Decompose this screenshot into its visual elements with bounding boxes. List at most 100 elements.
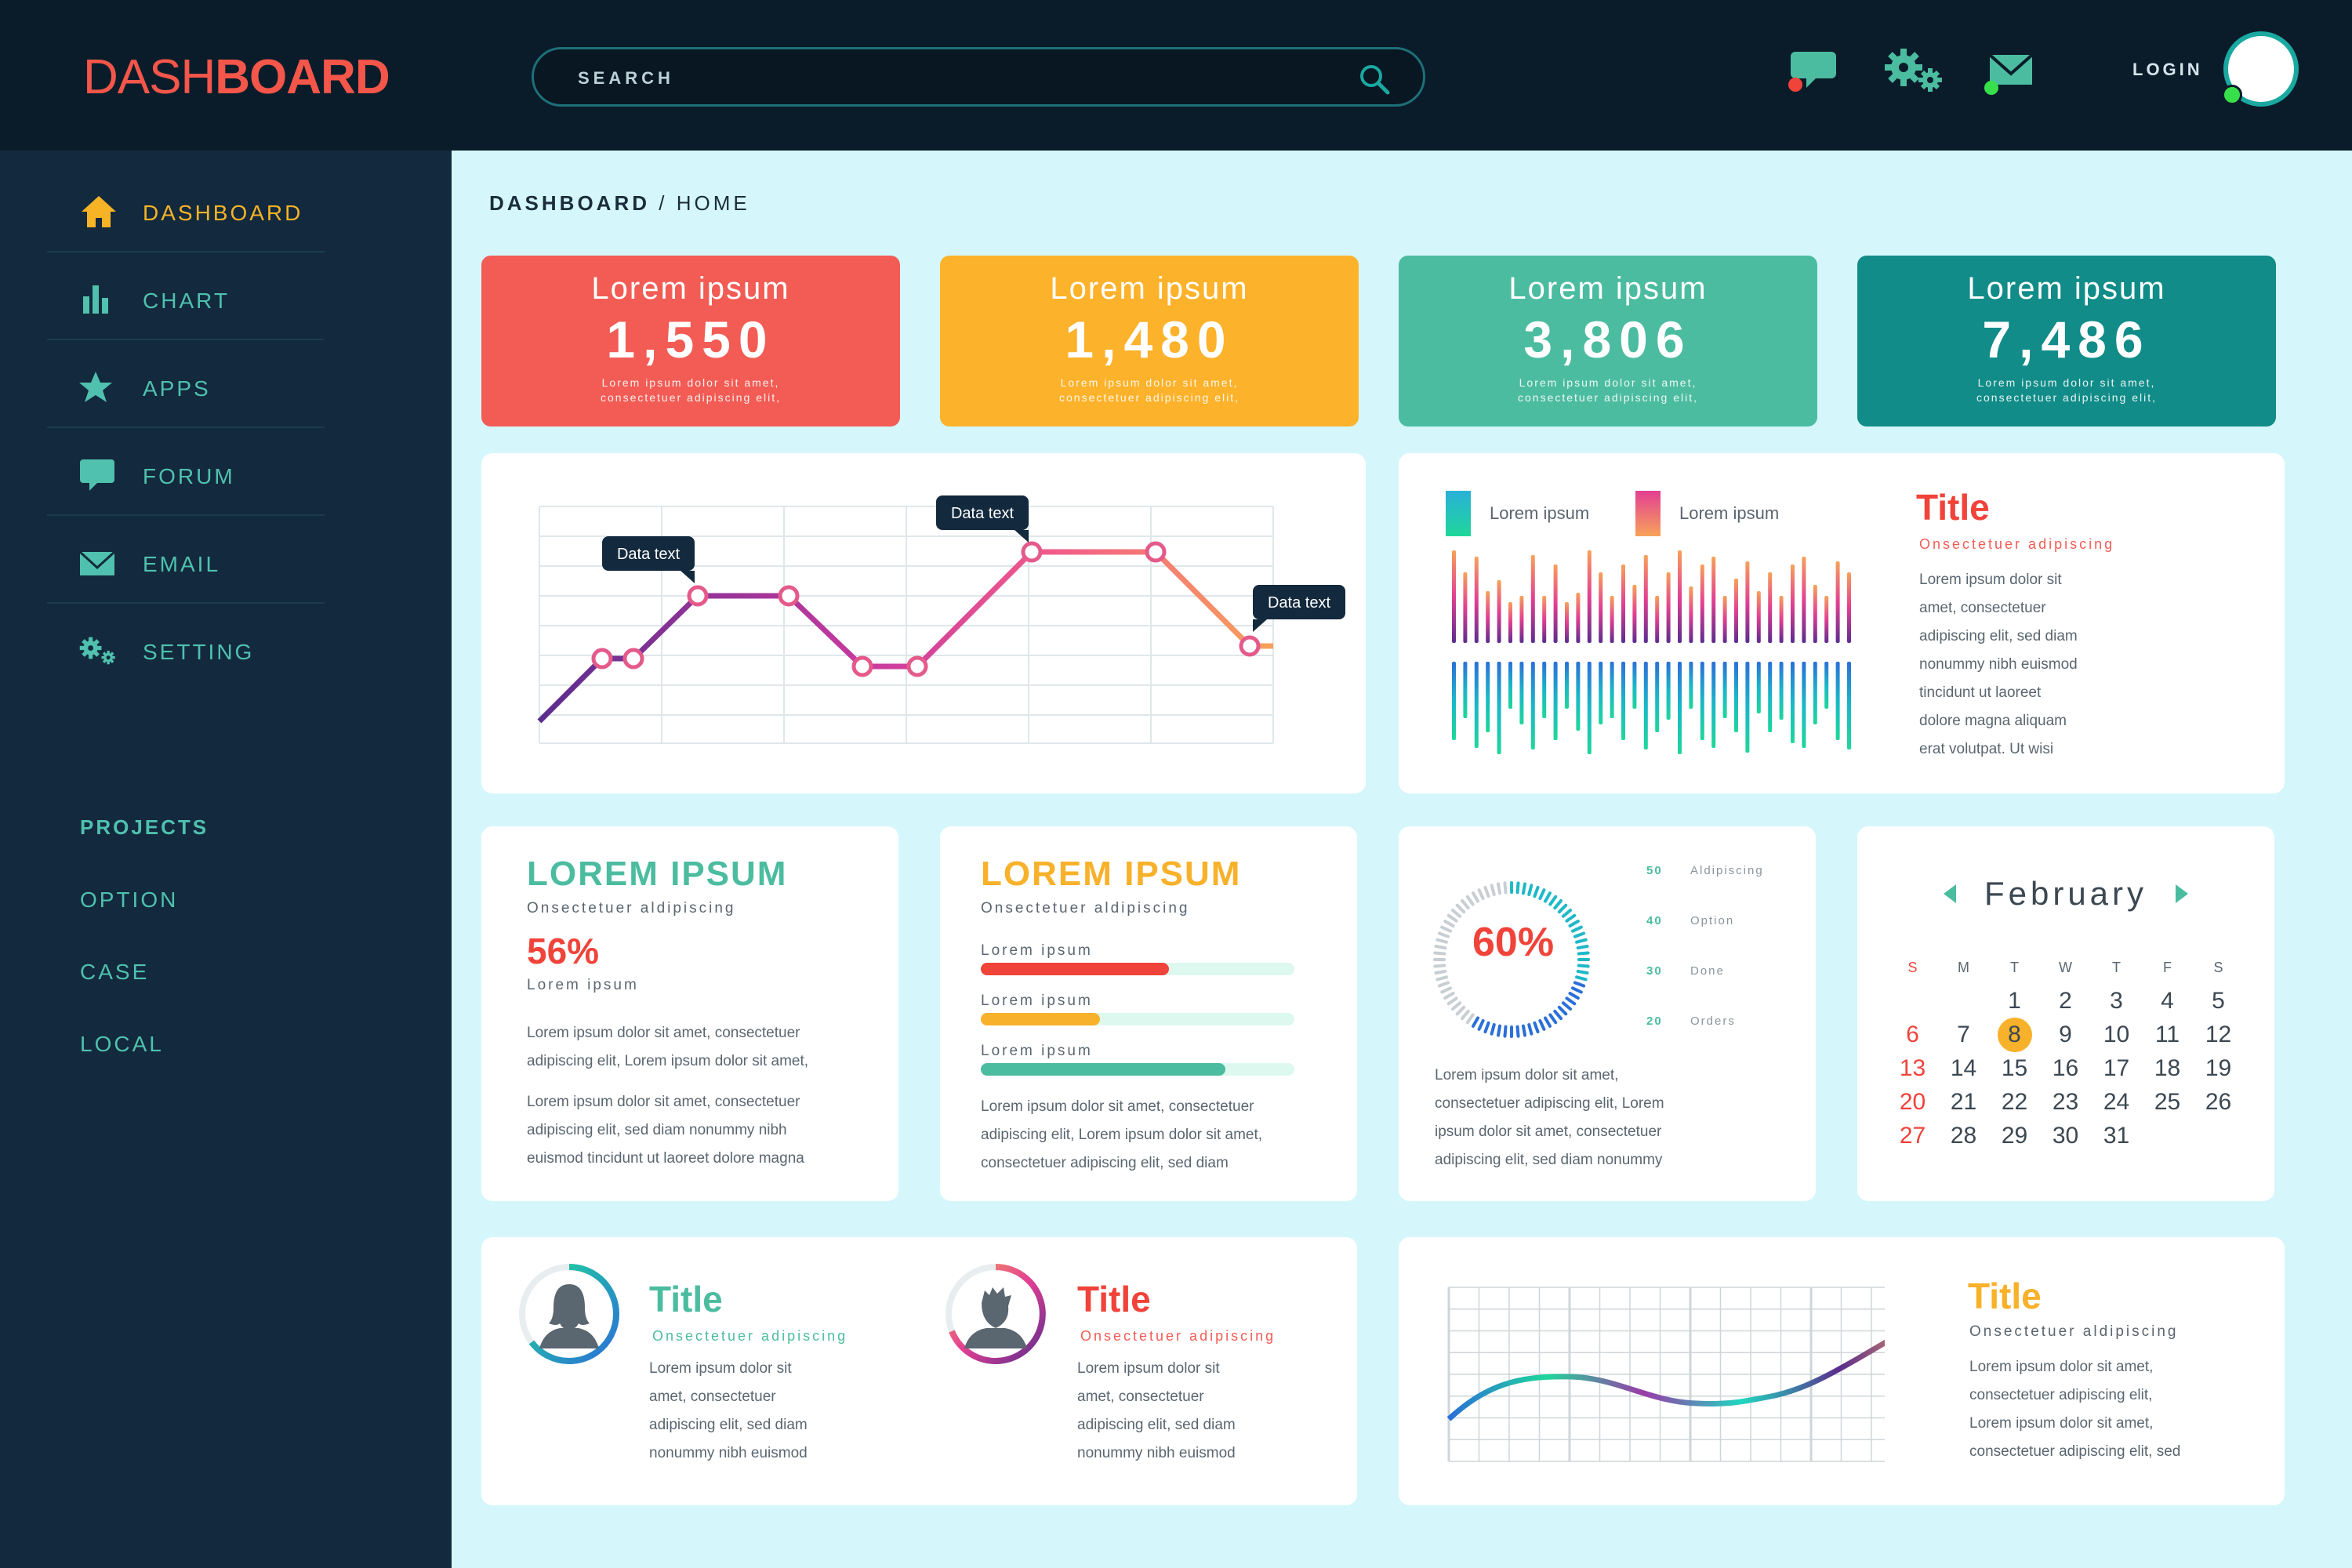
- text-spacer: [527, 1076, 872, 1088]
- stat-title: Lorem ipsum: [1967, 271, 2166, 306]
- gauge-tick: [1461, 1009, 1470, 1021]
- calendar-day[interactable]: 24: [2103, 1089, 2130, 1115]
- calendar-day[interactable]: 9: [2059, 1022, 2072, 1047]
- gauge-tick: [1557, 903, 1568, 914]
- gauge-tick: [1455, 1005, 1466, 1016]
- calendar-day[interactable]: 5: [2212, 988, 2225, 1014]
- calendar-day[interactable]: 12: [2205, 1022, 2232, 1047]
- calendar-day[interactable]: 30: [2052, 1123, 2079, 1149]
- calendar-day[interactable]: 31: [2103, 1123, 2130, 1149]
- search-input[interactable]: SEARCH: [532, 47, 1425, 107]
- wave-bar-top: [1700, 564, 1704, 643]
- calendar-day[interactable]: 17: [2103, 1055, 2130, 1081]
- calendar-day[interactable]: 2: [2059, 988, 2072, 1014]
- wave-bar-top: [1745, 561, 1750, 643]
- data-point[interactable]: [906, 655, 928, 677]
- text-line: consectetuer adipiscing elit,: [1969, 1387, 2153, 1403]
- breadcrumb-root[interactable]: DASHBOARD: [489, 191, 650, 215]
- wave-bar-bottom: [1722, 662, 1727, 718]
- calendar-day[interactable]: 16: [2052, 1055, 2079, 1081]
- calendar-day[interactable]: 28: [1950, 1123, 1977, 1149]
- calendar-day-selected[interactable]: 8: [1989, 1017, 2040, 1052]
- data-point[interactable]: [851, 655, 873, 677]
- calendar-day[interactable]: 3: [2110, 988, 2123, 1014]
- wave-bar-top: [1587, 550, 1592, 643]
- stat-card-3[interactable]: Lorem ipsum 3,806 Lorem ipsum dolor sit …: [1399, 256, 1817, 426]
- wave-bar-top: [1802, 557, 1806, 643]
- wave-bar-bottom: [1768, 662, 1773, 732]
- calendar-day[interactable]: 22: [2001, 1089, 2028, 1115]
- sidebar-item-chart[interactable]: CHART: [47, 252, 325, 340]
- calendar-day[interactable]: 4: [2161, 988, 2174, 1014]
- calendar-day[interactable]: 20: [1899, 1089, 1926, 1115]
- gauge-tick: [1436, 938, 1448, 944]
- calendar-day[interactable]: 13: [1899, 1055, 1926, 1081]
- project-local[interactable]: LOCAL: [80, 1032, 164, 1056]
- calendar-day[interactable]: 18: [2154, 1055, 2181, 1081]
- chat-notification-icon[interactable]: [1784, 44, 1839, 99]
- weekday-label: T: [2112, 960, 2121, 975]
- gauge-tick: [1483, 885, 1490, 898]
- data-point[interactable]: [687, 585, 709, 607]
- text-line: Lorem ipsum dolor sit: [649, 1360, 792, 1377]
- legend-swatch-2: [1635, 491, 1661, 536]
- project-case[interactable]: CASE: [80, 960, 150, 984]
- calendar-day[interactable]: 11: [2154, 1022, 2180, 1047]
- next-month-icon[interactable]: [2172, 883, 2191, 905]
- wave-bar-top: [1542, 596, 1547, 643]
- calendar-day[interactable]: 6: [1906, 1022, 1919, 1047]
- calendar-day[interactable]: 1: [2008, 988, 2021, 1014]
- calendar-day[interactable]: 19: [2205, 1055, 2232, 1081]
- login-link[interactable]: LOGIN: [2132, 60, 2203, 79]
- stat-card-4[interactable]: Lorem ipsum 7,486 Lorem ipsum dolor sit …: [1857, 256, 2276, 426]
- stat-card-1[interactable]: Lorem ipsum 1,550 Lorem ipsum dolor sit …: [481, 256, 900, 426]
- data-point[interactable]: [622, 648, 644, 670]
- text-line: nonummy nibh euismod: [649, 1445, 808, 1461]
- calendar-day[interactable]: 14: [1950, 1055, 1977, 1081]
- project-option[interactable]: OPTION: [80, 887, 179, 912]
- app-logo[interactable]: DASHBOARD: [83, 53, 390, 102]
- bar-chart-icon: [83, 285, 108, 314]
- mail-notification-icon[interactable]: [1980, 44, 2035, 99]
- calendar-day[interactable]: 21: [1950, 1089, 1977, 1115]
- progress-card-title: LOREM IPSUM: [981, 855, 1242, 893]
- stat-value: 1,480: [1065, 310, 1234, 368]
- calendar-day[interactable]: 15: [2001, 1055, 2028, 1081]
- settings-gears-icon[interactable]: [1880, 44, 1946, 99]
- gauge-tick: [1490, 884, 1496, 896]
- calendar-day[interactable]: 25: [2154, 1089, 2181, 1115]
- stat-card-2[interactable]: Lorem ipsum 1,480 Lorem ipsum dolor sit …: [940, 256, 1359, 426]
- curve-grid: [1447, 1287, 1885, 1462]
- legend-num: 40: [1646, 914, 1663, 927]
- gauge-tick: [1515, 881, 1520, 895]
- calendar-day[interactable]: 26: [2205, 1089, 2232, 1115]
- data-point[interactable]: [778, 585, 800, 607]
- search-icon[interactable]: [1357, 62, 1392, 96]
- calendar-day[interactable]: 10: [2103, 1022, 2130, 1047]
- sidebar-item-email[interactable]: EMAIL: [47, 516, 325, 604]
- sidebar-item-setting[interactable]: SETTING: [47, 604, 325, 691]
- wave-bar-top: [1599, 572, 1603, 643]
- calendar-day[interactable]: 27: [1899, 1123, 1926, 1149]
- gauge-tick: [1568, 992, 1580, 1000]
- prev-month-icon[interactable]: [1940, 883, 1959, 905]
- progress-fill: [981, 963, 1169, 975]
- wave-bar-bottom: [1452, 662, 1456, 740]
- legend-label: Option: [1690, 914, 1735, 927]
- sidebar-item-apps[interactable]: APPS: [47, 340, 325, 428]
- text-line: nonummy nibh euismod: [1077, 1445, 1236, 1461]
- calendar-day[interactable]: 7: [1957, 1022, 1970, 1047]
- gauge-tick: [1553, 1009, 1563, 1021]
- data-point[interactable]: [1145, 541, 1167, 563]
- male-user-icon[interactable]: [942, 1261, 1049, 1367]
- data-point[interactable]: [591, 648, 613, 670]
- data-point[interactable]: [1021, 541, 1043, 563]
- calendar-day[interactable]: 29: [2001, 1123, 2028, 1149]
- data-point[interactable]: [1239, 635, 1261, 657]
- sidebar-item-forum[interactable]: FORUM: [47, 428, 325, 516]
- stat-sub: Lorem ipsum dolor sit amet,: [1519, 376, 1697, 389]
- line-points: [591, 541, 1261, 677]
- female-user-icon[interactable]: [516, 1261, 622, 1367]
- sidebar-item-dashboard[interactable]: DASHBOARD: [47, 165, 325, 252]
- calendar-day[interactable]: 23: [2052, 1089, 2079, 1115]
